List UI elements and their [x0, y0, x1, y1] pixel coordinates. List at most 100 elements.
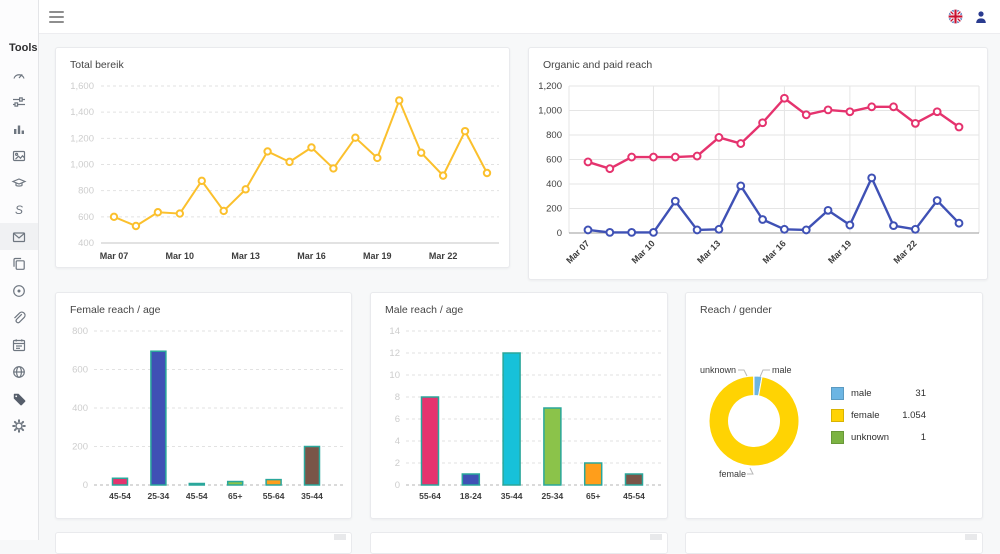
sidebar-item-sliders[interactable] — [0, 88, 38, 115]
hamburger-icon[interactable] — [49, 11, 64, 26]
sidebar-item-tags[interactable] — [0, 385, 38, 412]
topbar-actions — [948, 9, 988, 29]
graduation-cap-icon — [11, 175, 27, 191]
svg-text:Mar 10: Mar 10 — [630, 238, 657, 265]
svg-text:Mar 16: Mar 16 — [761, 238, 788, 265]
svg-text:600: 600 — [546, 155, 562, 166]
sidebar-item-web[interactable] — [0, 358, 38, 385]
svg-text:12: 12 — [389, 348, 400, 359]
svg-text:55-64: 55-64 — [263, 491, 285, 501]
svg-text:2: 2 — [395, 458, 400, 469]
sidebar-item-bar-chart[interactable] — [0, 115, 38, 142]
chart-title: Female reach / age — [70, 304, 161, 316]
svg-text:800: 800 — [78, 186, 94, 197]
legend-row-unknown: unknown 1 — [831, 431, 926, 444]
svg-text:600: 600 — [72, 365, 88, 376]
sidebar-item-target[interactable] — [0, 277, 38, 304]
corner-handle — [965, 534, 977, 540]
svg-text:Mar 07: Mar 07 — [564, 238, 591, 265]
envelope-icon — [11, 229, 27, 245]
svg-text:25-34: 25-34 — [148, 491, 170, 501]
chart-title: Total bereik — [70, 59, 124, 71]
legend-row-female: female 1.054 — [831, 409, 926, 422]
legend-label: male — [851, 388, 872, 399]
svg-text:14: 14 — [389, 326, 400, 337]
sidebar-item-dashboard[interactable] — [0, 61, 38, 88]
legend-swatch-female — [831, 409, 844, 422]
svg-text:600: 600 — [78, 212, 94, 223]
corner-handle — [650, 534, 662, 540]
speedometer-icon — [11, 67, 27, 83]
svg-text:Mar 13: Mar 13 — [231, 251, 260, 261]
sidebar-item-social-s[interactable]: S — [0, 196, 38, 223]
svg-text:18-24: 18-24 — [460, 491, 482, 501]
sidebar-item-media[interactable] — [0, 142, 38, 169]
sidebar: Tools S — [0, 0, 39, 540]
svg-text:Mar 16: Mar 16 — [297, 251, 326, 261]
svg-text:Mar 22: Mar 22 — [892, 238, 919, 265]
svg-text:Mar 22: Mar 22 — [429, 251, 458, 261]
svg-text:6: 6 — [395, 414, 400, 425]
language-flag-icon[interactable] — [948, 9, 963, 29]
gear-icon — [11, 418, 27, 434]
sidebar-nav: S — [0, 61, 38, 439]
svg-text:Mar 07: Mar 07 — [100, 251, 129, 261]
sidebar-item-mail[interactable] — [0, 223, 38, 250]
svg-text:800: 800 — [72, 326, 88, 337]
svg-text:45-54: 45-54 — [109, 491, 131, 501]
sidebar-title: Tools — [9, 42, 38, 54]
svg-text:35-44: 35-44 — [501, 491, 523, 501]
svg-text:200: 200 — [72, 442, 88, 453]
sliders-icon — [11, 94, 27, 110]
svg-text:65+: 65+ — [586, 491, 600, 501]
corner-handle — [334, 534, 346, 540]
legend-value: 31 — [915, 388, 926, 399]
tag-icon — [11, 391, 27, 407]
user-icon[interactable] — [974, 10, 988, 29]
bar-chart-icon — [11, 121, 27, 137]
legend-row-male: male 31 — [831, 387, 926, 400]
svg-text:10: 10 — [389, 370, 400, 381]
gender-legend: male 31 female 1.054 unknown 1 — [831, 387, 926, 453]
legend-swatch-male — [831, 387, 844, 400]
svg-text:Mar 19: Mar 19 — [363, 251, 392, 261]
svg-text:8: 8 — [395, 392, 400, 403]
card-reach-gender: Reach / gender male female unknown male 31… — [685, 292, 983, 519]
target-icon — [11, 283, 27, 299]
legend-value: 1 — [920, 432, 926, 443]
chart-title: Reach / gender — [700, 304, 772, 316]
female-age-bar-chart: 0 200 400 600 800 45-54 25-34 45-54 65+ 55-64 35-4… — [72, 326, 346, 501]
svg-text:55-64: 55-64 — [419, 491, 441, 501]
svg-text:1,400: 1,400 — [70, 107, 94, 118]
svg-text:800: 800 — [546, 130, 562, 141]
card-organic-paid-reach: Organic and paid reach 0 200 400 600 800 1,00… — [528, 47, 988, 280]
calendar-icon — [11, 337, 27, 353]
legend-label: unknown — [851, 432, 890, 443]
sidebar-item-settings[interactable] — [0, 412, 38, 439]
svg-text:4: 4 — [395, 436, 400, 447]
sidebar-item-links[interactable] — [0, 304, 38, 331]
svg-text:0: 0 — [557, 228, 562, 239]
gender-donut-chart: male female unknown — [700, 365, 800, 479]
sidebar-item-courses[interactable] — [0, 169, 38, 196]
svg-text:25-34: 25-34 — [542, 491, 564, 501]
svg-text:1,600: 1,600 — [70, 81, 94, 92]
legend-swatch-unknown — [831, 431, 844, 444]
svg-text:female: female — [719, 469, 746, 479]
svg-text:male: male — [772, 365, 792, 375]
partial-card — [55, 532, 352, 554]
image-icon — [11, 148, 27, 164]
svg-text:1,000: 1,000 — [70, 160, 94, 171]
svg-text:Mar 10: Mar 10 — [166, 251, 195, 261]
svg-text:45-54: 45-54 — [623, 491, 645, 501]
svg-text:200: 200 — [546, 204, 562, 215]
svg-text:400: 400 — [72, 403, 88, 414]
sidebar-item-calendar[interactable] — [0, 331, 38, 358]
svg-text:0: 0 — [83, 480, 88, 491]
svg-text:65+: 65+ — [228, 491, 242, 501]
partial-card — [685, 532, 983, 554]
sidebar-item-copy[interactable] — [0, 250, 38, 277]
svg-text:400: 400 — [546, 179, 562, 190]
chart-title: Male reach / age — [385, 304, 464, 316]
svg-text:unknown: unknown — [700, 365, 736, 375]
